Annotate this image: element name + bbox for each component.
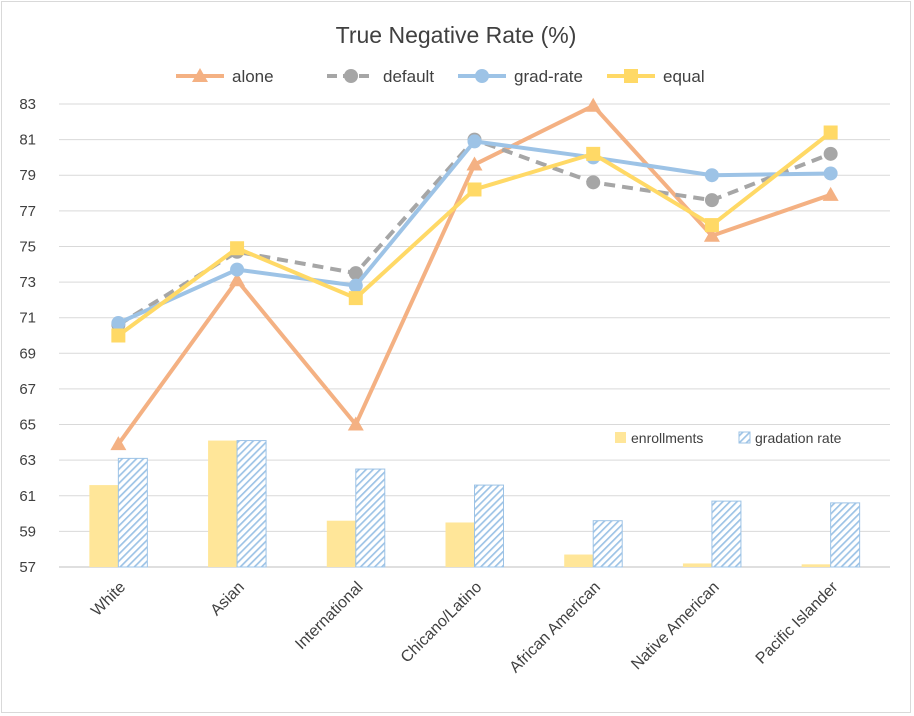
- y-tick-label: 73: [19, 274, 36, 291]
- bar-legend-label: enrollments: [631, 430, 703, 446]
- bar-legend-item-enrollments: enrollments: [615, 430, 703, 446]
- point-alone: [822, 186, 839, 201]
- point-default: [586, 175, 601, 190]
- x-tick-label: Native American: [628, 579, 722, 673]
- point-equal: [467, 182, 482, 197]
- bar-enrollments: [208, 440, 238, 567]
- legend-item-alone: alone: [176, 67, 274, 86]
- series-equal: [111, 125, 838, 343]
- y-tick-label: 57: [19, 559, 36, 576]
- legend-label: grad-rate: [514, 67, 583, 86]
- point-equal: [823, 125, 838, 140]
- y-tick-label: 81: [19, 132, 36, 149]
- point-grad-rate: [348, 278, 363, 293]
- bar-legend-item-gradation-rate: gradation rate: [738, 430, 842, 446]
- point-alone: [585, 97, 602, 112]
- point-equal: [348, 291, 363, 306]
- bar-gradation-rate: [117, 457, 148, 568]
- bar-legend-swatch: [738, 431, 751, 444]
- bar-gradation-rate: [592, 520, 623, 568]
- point-grad-rate: [467, 134, 482, 149]
- legend-item-grad-rate: grad-rate: [458, 67, 583, 86]
- x-tick-label: African American: [507, 579, 605, 677]
- bar-enrollments: [326, 520, 356, 567]
- x-axis-ticks: White Asian International Chicano/Latino Afr…: [88, 578, 842, 676]
- bar-enrollments: [682, 563, 712, 567]
- y-tick-label: 71: [19, 310, 36, 327]
- point-grad-rate: [111, 316, 126, 331]
- legend: alone default grad-rate equal: [176, 67, 705, 86]
- bar-enrollments: [801, 564, 831, 567]
- y-tick-label: 67: [19, 381, 36, 398]
- bars: [89, 440, 861, 568]
- y-tick-label: 61: [19, 488, 36, 505]
- point-equal: [111, 328, 126, 343]
- y-tick-label: 65: [19, 417, 36, 434]
- bar-gradation-rate: [474, 484, 504, 568]
- y-tick-label: 63: [19, 452, 36, 469]
- x-tick-label: Chicano/Latino: [398, 579, 486, 667]
- x-tick-label: International: [292, 579, 366, 653]
- x-tick-label: Pacific Islander: [753, 578, 842, 667]
- y-tick-label: 69: [19, 345, 36, 362]
- bar-gradation-rate: [355, 468, 386, 568]
- bar-legend: enrollments gradation rate: [615, 430, 842, 446]
- x-tick-label: Asian: [208, 579, 248, 619]
- legend-label: default: [383, 67, 434, 86]
- legend-label: alone: [232, 67, 274, 86]
- legend-marker: [344, 69, 358, 83]
- series-lines: [110, 97, 839, 451]
- legend-marker: [475, 69, 489, 83]
- bar-gradation-rate: [711, 500, 742, 568]
- bar-enrollments: [564, 554, 594, 567]
- legend-item-default: default: [327, 67, 434, 86]
- y-tick-label: 83: [19, 96, 36, 113]
- bar-enrollments: [445, 522, 475, 567]
- bar-legend-label: gradation rate: [755, 430, 842, 446]
- bar-enrollments: [89, 485, 119, 567]
- point-grad-rate: [704, 168, 719, 183]
- point-equal: [704, 218, 719, 233]
- legend-marker: [192, 68, 208, 82]
- series-alone: [110, 97, 839, 451]
- bar-legend-swatch: [615, 432, 626, 443]
- point-grad-rate: [230, 262, 245, 277]
- gridlines: [59, 103, 890, 568]
- legend-label: equal: [663, 67, 705, 86]
- point-alone: [229, 272, 246, 287]
- y-tick-label: 75: [19, 238, 36, 255]
- x-tick-label: White: [88, 579, 129, 620]
- point-equal: [586, 146, 601, 161]
- y-tick-label: 77: [19, 203, 36, 220]
- legend-marker: [624, 69, 638, 83]
- bar-gradation-rate: [830, 502, 861, 568]
- point-default: [348, 266, 363, 281]
- point-grad-rate: [823, 166, 838, 181]
- y-axis-ticks: 57 59 61 63 65 67 69 71 73 75 77 79 81 83: [19, 96, 36, 576]
- point-alone: [110, 436, 127, 451]
- point-alone: [703, 227, 720, 242]
- bar-gradation-rate: [236, 440, 267, 568]
- chart-title: True Negative Rate (%): [336, 22, 577, 48]
- point-equal: [230, 241, 245, 256]
- y-tick-label: 59: [19, 523, 36, 540]
- y-tick-label: 79: [19, 167, 36, 184]
- legend-item-equal: equal: [607, 67, 705, 86]
- point-alone: [466, 156, 483, 171]
- point-default: [704, 193, 719, 208]
- point-alone: [347, 416, 364, 431]
- point-default: [823, 146, 838, 161]
